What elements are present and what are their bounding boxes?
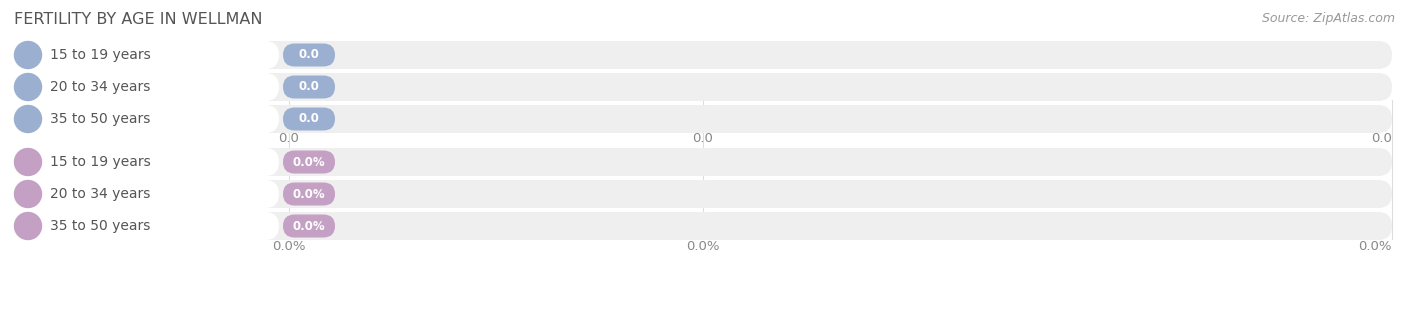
FancyBboxPatch shape bbox=[14, 41, 1392, 69]
FancyBboxPatch shape bbox=[14, 73, 278, 101]
Text: 0.0%: 0.0% bbox=[292, 187, 325, 201]
FancyBboxPatch shape bbox=[14, 148, 1392, 176]
Text: 15 to 19 years: 15 to 19 years bbox=[51, 155, 150, 169]
Text: 0.0%: 0.0% bbox=[292, 219, 325, 233]
FancyBboxPatch shape bbox=[283, 214, 335, 238]
Text: 0.0: 0.0 bbox=[278, 131, 299, 145]
FancyBboxPatch shape bbox=[14, 73, 1392, 101]
Text: 0.0: 0.0 bbox=[298, 49, 319, 61]
FancyBboxPatch shape bbox=[14, 212, 278, 240]
FancyBboxPatch shape bbox=[14, 148, 278, 176]
Text: 35 to 50 years: 35 to 50 years bbox=[51, 219, 150, 233]
FancyBboxPatch shape bbox=[283, 182, 335, 206]
FancyBboxPatch shape bbox=[14, 180, 278, 208]
Text: 0.0: 0.0 bbox=[693, 131, 713, 145]
Circle shape bbox=[14, 74, 42, 101]
Text: 0.0%: 0.0% bbox=[273, 241, 305, 253]
Text: 0.0: 0.0 bbox=[298, 113, 319, 125]
Text: Source: ZipAtlas.com: Source: ZipAtlas.com bbox=[1263, 12, 1395, 25]
Text: 20 to 34 years: 20 to 34 years bbox=[51, 80, 150, 94]
Circle shape bbox=[14, 106, 42, 133]
Text: 0.0%: 0.0% bbox=[686, 241, 720, 253]
Circle shape bbox=[14, 213, 42, 240]
FancyBboxPatch shape bbox=[14, 180, 1392, 208]
Text: 0.0: 0.0 bbox=[1371, 131, 1392, 145]
FancyBboxPatch shape bbox=[14, 41, 278, 69]
FancyBboxPatch shape bbox=[283, 76, 335, 98]
FancyBboxPatch shape bbox=[283, 44, 335, 67]
Text: 35 to 50 years: 35 to 50 years bbox=[51, 112, 150, 126]
Circle shape bbox=[14, 181, 42, 208]
FancyBboxPatch shape bbox=[283, 108, 335, 130]
Text: 0.0%: 0.0% bbox=[292, 155, 325, 169]
Text: 20 to 34 years: 20 to 34 years bbox=[51, 187, 150, 201]
Text: FERTILITY BY AGE IN WELLMAN: FERTILITY BY AGE IN WELLMAN bbox=[14, 12, 263, 27]
Text: 15 to 19 years: 15 to 19 years bbox=[51, 48, 150, 62]
FancyBboxPatch shape bbox=[14, 212, 1392, 240]
FancyBboxPatch shape bbox=[283, 150, 335, 174]
Text: 0.0%: 0.0% bbox=[1358, 241, 1392, 253]
Circle shape bbox=[14, 42, 42, 69]
Text: 0.0: 0.0 bbox=[298, 81, 319, 93]
FancyBboxPatch shape bbox=[14, 105, 1392, 133]
FancyBboxPatch shape bbox=[14, 105, 278, 133]
Circle shape bbox=[14, 148, 42, 176]
